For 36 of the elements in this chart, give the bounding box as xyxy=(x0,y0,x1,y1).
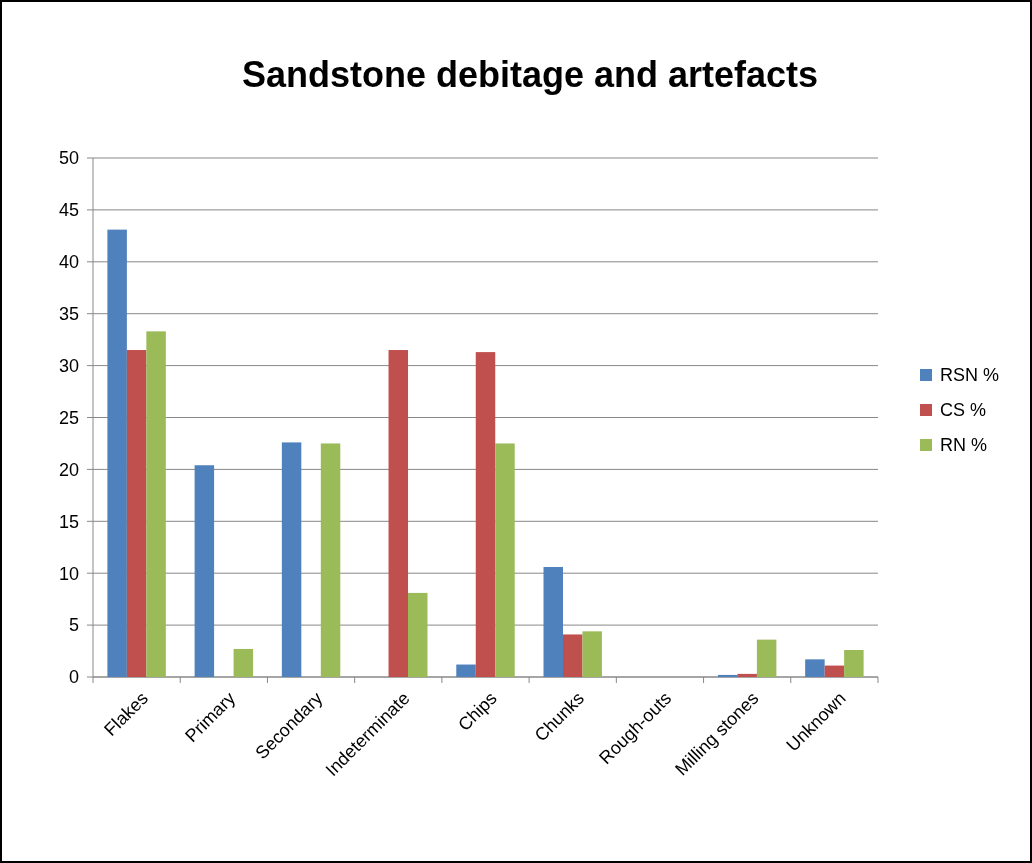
bar xyxy=(844,650,864,677)
y-tick-label: 25 xyxy=(58,407,79,428)
y-tick-label: 45 xyxy=(58,200,79,221)
bar xyxy=(320,443,341,677)
bar xyxy=(756,639,777,677)
bar xyxy=(456,664,476,677)
bar xyxy=(281,442,302,677)
legend-label: RSN % xyxy=(940,365,1000,386)
legend-label: RN % xyxy=(940,435,988,456)
y-tick-label: 40 xyxy=(58,252,79,273)
bar xyxy=(475,352,496,677)
bar xyxy=(582,631,602,677)
bar xyxy=(717,674,738,677)
y-tick-label: 35 xyxy=(58,304,79,324)
legend-label: CS % xyxy=(940,400,987,421)
y-tick-label: 10 xyxy=(58,563,79,584)
bar xyxy=(194,465,215,677)
bar xyxy=(562,634,583,677)
bar xyxy=(388,350,409,677)
bar xyxy=(126,350,147,677)
y-tick-label: 30 xyxy=(58,355,79,376)
bar xyxy=(233,648,254,677)
y-tick-label: 15 xyxy=(58,511,79,532)
y-tick-label: 5 xyxy=(68,615,79,636)
bar xyxy=(805,659,825,677)
bar xyxy=(495,443,515,677)
bar xyxy=(737,673,757,677)
y-tick-label: 50 xyxy=(58,148,79,169)
chart-title: Sandstone debitage and artefacts xyxy=(241,54,819,95)
bar xyxy=(146,331,166,677)
bar xyxy=(543,566,563,677)
y-tick-label: 20 xyxy=(58,459,79,480)
bar xyxy=(408,592,428,677)
bar xyxy=(107,229,127,677)
y-tick-label: 0 xyxy=(68,667,79,688)
bar xyxy=(824,665,845,677)
